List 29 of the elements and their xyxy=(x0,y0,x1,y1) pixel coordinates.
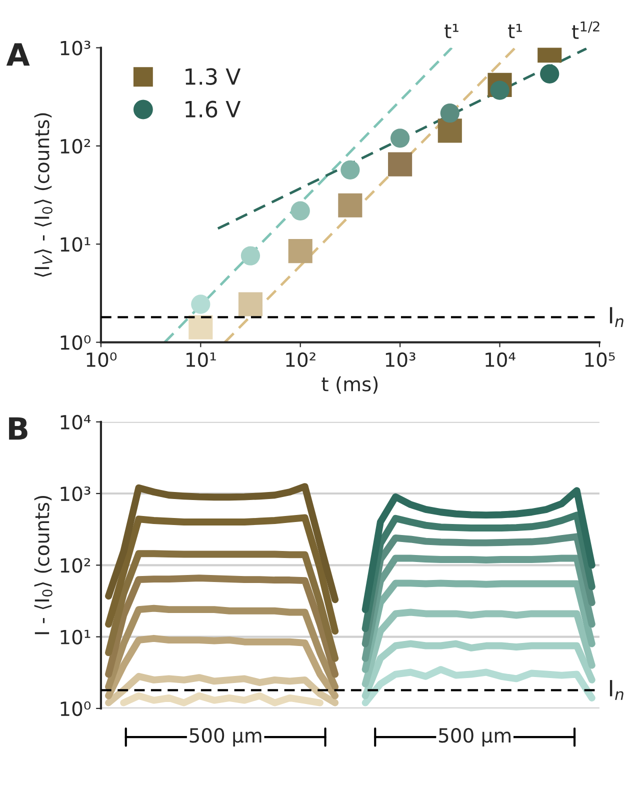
chart-title: B xyxy=(9,417,28,440)
y-tick-label: 10⁰ xyxy=(60,335,91,350)
y-tick-label: 10³ xyxy=(60,486,90,502)
x-axis-title: t (ms) xyxy=(322,376,378,394)
y-tick-label: 10¹ xyxy=(60,237,90,252)
legend-label: 1.6 V xyxy=(186,100,241,118)
x-tick-label: 10⁰ xyxy=(86,352,117,368)
legend-label: 1.3 V xyxy=(186,68,241,85)
x-tick-label: 10¹ xyxy=(186,352,216,368)
y-tick-label: 10² xyxy=(60,138,90,154)
text: 500 µm xyxy=(190,728,262,747)
y-axis-title: I - ⟨I$_{0}$⟩ (counts) xyxy=(34,496,52,634)
ref-line-label: I$_{n}$ xyxy=(610,307,624,327)
annotation: t¹ xyxy=(508,24,522,38)
y-tick-label: 10¹ xyxy=(60,630,90,644)
x-tick-label: 10⁵ xyxy=(585,352,615,368)
text: 500 µm xyxy=(439,728,510,747)
chart-title: A xyxy=(6,43,30,66)
x-tick-label: 10⁴ xyxy=(486,352,516,368)
y-axis-title: ⟨I$_{V}$⟩ - ⟨I$_{0}$⟩ (counts) xyxy=(34,113,52,277)
y-tick-label: 10⁰ xyxy=(60,701,91,716)
annotation: t$^{1/2}$ xyxy=(572,21,600,39)
x-tick-label: 10³ xyxy=(386,352,416,368)
y-tick-label: 10⁴ xyxy=(60,414,91,430)
y-tick-label: 10² xyxy=(60,558,90,573)
x-tick-label: 10² xyxy=(286,352,316,368)
y-tick-label: 10³ xyxy=(60,40,90,56)
ref-line-label: I$_{n}$ xyxy=(610,680,624,700)
annotation: t¹ xyxy=(444,24,458,38)
